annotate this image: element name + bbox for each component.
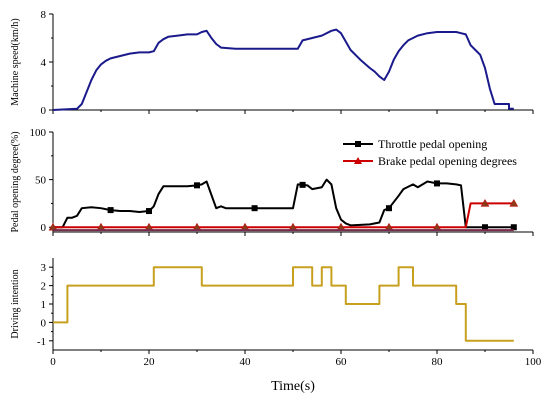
pedal-series-marker-square [146,208,152,215]
intention-y-tick-label: 3 [41,262,47,274]
pedal-y-tick-label: 50 [35,175,47,187]
intention-x-tick-label: 100 [525,356,542,368]
pedal-series-marker-triangle [480,198,490,207]
pedal-series-marker-square [482,224,488,231]
pedal-series-marker-triangle [509,198,519,207]
speed-series-line-1 [52,28,514,111]
intention-x-tick-label: 0 [50,356,56,368]
pedal-series-marker-square [251,205,258,212]
speed-y-tick-label: 4 [41,57,47,69]
pedal-series-marker-square [194,182,200,189]
chart-pedal: 0 50 100 Pedal opening degree(%) Throttle pe… [10,127,534,236]
intention-x-tick-label: 40 [240,356,252,368]
speed-y-tick-label: 0 [41,105,47,117]
intention-y-tick-label: -1 [37,336,46,348]
pedal-y-tick-label: 100 [30,127,47,139]
pedal-series-marker-square [510,224,517,231]
pedal-series-marker-square [386,205,392,212]
pedal-legend-label: Throttle pedal opening [378,137,487,151]
pedal-legend-marker-square [355,141,361,147]
pedal-series-marker-square [107,207,114,214]
intention-y-tick-label: 2 [41,281,47,293]
intention-x-tick-label: 60 [336,356,348,368]
pedal-legend-marker-triangle [354,157,362,164]
intention-x-tick-label: 80 [432,356,444,368]
chart-speed: 0 4 8 Machine speed(km/h) [10,9,534,117]
chart-intention: 0 20 40 60 80 100 -1 0 1 2 3 Driving intention [10,258,542,368]
pedal-series-marker-square [434,180,440,187]
pedal-series-marker-square [299,181,306,188]
intention-y-axis-title: Driving intention [10,269,21,338]
intention-y-tick-label: 0 [41,317,47,329]
pedal-legend-label: Brake pedal opening degrees [378,154,517,168]
intention-y-tick-label: 1 [41,299,47,311]
speed-y-tick-label: 8 [41,9,47,21]
intention-series-line-1 [53,266,514,342]
intention-x-tick-label: 20 [144,356,156,368]
pedal-series-line-1 [53,178,514,229]
speed-y-axis-title: Machine speed(km/h) [10,18,21,105]
pedal-series-line-2 [53,202,514,229]
pedal-y-axis-title: Pedal opening degree(%) [10,131,21,232]
x-axis-title: Time(s) [271,379,315,394]
pedal-y-tick-label: 0 [41,222,47,234]
